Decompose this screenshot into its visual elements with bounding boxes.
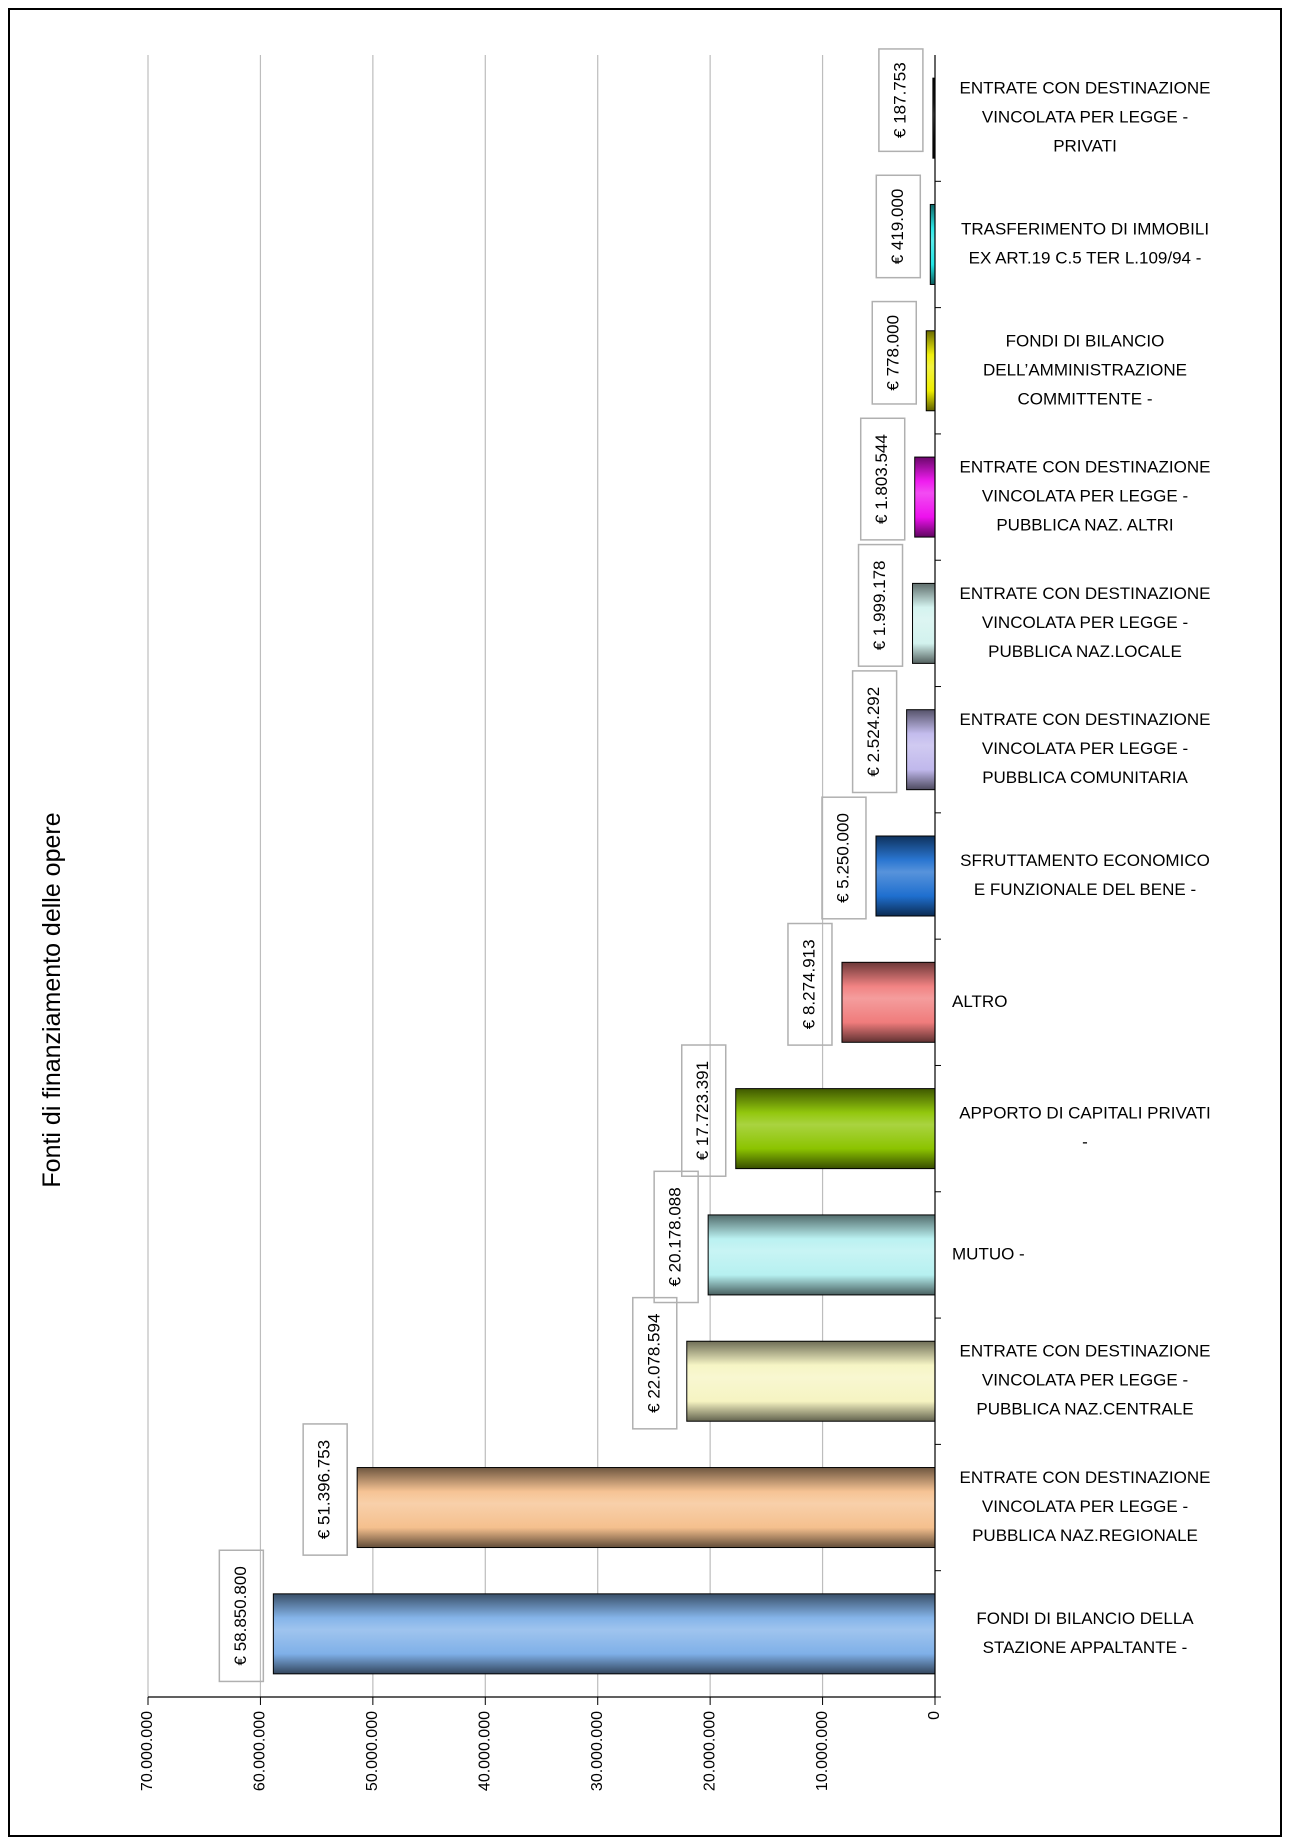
value-label-text: € 419.000 [888,189,907,265]
category-label: VINCOLATA PER LEGGE - [982,487,1188,506]
x-tick-label: 60.000.000 [252,1711,269,1791]
x-tick-label: 50.000.000 [364,1711,381,1791]
category-label: FONDI DI BILANCIO DELLA [976,1609,1194,1628]
bar [906,709,936,791]
bar [272,1593,936,1675]
value-label-text: € 51.396.753 [315,1440,334,1539]
x-tick-label: 30.000.000 [589,1711,606,1791]
value-label-text: € 1.803.544 [872,434,891,524]
bar [735,1088,936,1170]
value-label: € 58.850.800 [218,1549,265,1683]
value-label-box [787,922,833,1046]
value-label-text: € 8.274.913 [799,939,818,1029]
value-label: € 22.078.594 [632,1296,678,1430]
category-label: ENTRATE CON DESTINAZIONE [960,79,1211,98]
grid-lines [147,55,824,1697]
value-label-box [653,1170,699,1304]
value-label: € 5.250.000 [821,796,867,920]
category-label: EX ART.19 C.5 TER L.109/94 - [969,248,1202,267]
category-label: FONDI DI BILANCIO [1006,331,1165,350]
category-label: ENTRATE CON DESTINAZIONE [960,1342,1211,1361]
category-label: PUBBLICA NAZ. ALTRI [996,516,1173,535]
category-label: TRASFERIMENTO DI IMMOBILI [961,219,1209,238]
value-label-box [821,796,867,920]
category-label: PRIVATI [1053,137,1117,156]
bar [875,835,936,917]
category-label: - [1082,1133,1088,1152]
x-tick-label: 20.000.000 [701,1711,718,1791]
value-label-box [218,1549,265,1683]
category-label: PUBBLICA NAZ.LOCALE [988,642,1182,661]
value-label-box [878,48,924,153]
value-label: € 1.999.178 [857,543,904,667]
value-label: € 20.178.088 [653,1170,699,1304]
bar [912,582,936,664]
bars [272,77,936,1675]
chart-title: Fonti di finanziamento delle opere [38,812,66,1187]
labels: € 58.850.800 FONDI DI BILANCIO DELLA STAZI… [218,48,1211,1683]
category-label: MUTUO - [952,1244,1025,1263]
value-label-box [859,417,906,541]
value-label-box [851,670,898,794]
value-label-box [857,543,904,667]
category-label: PUBBLICA COMUNITARIA [982,768,1188,787]
bar [356,1467,936,1549]
bar [707,1214,936,1296]
value-label: € 8.274.913 [787,922,833,1046]
bar [929,203,936,285]
value-label-text: € 22.078.594 [644,1314,663,1413]
value-label-text: € 20.178.088 [666,1187,685,1286]
value-label: € 187.753 [878,48,924,153]
category-label: ALTRO [952,992,1007,1011]
x-tick-label: 70.000.000 [139,1711,156,1791]
value-label-text: € 58.850.800 [231,1566,250,1665]
category-label: SFRUTTAMENTO ECONOMICO [960,851,1210,870]
category-label: PUBBLICA NAZ.CENTRALE [976,1400,1193,1419]
value-label-box [680,1044,727,1177]
category-label: ENTRATE CON DESTINAZIONE [960,1468,1211,1487]
value-label-text: € 5.250.000 [833,813,852,903]
bar [925,330,936,412]
bar [841,961,936,1043]
axes: 0 10.000.000 20.000.000 30.000.000 40.000.00… [139,55,943,1791]
x-tick-label: 0 [926,1711,943,1720]
category-label: VINCOLATA PER LEGGE - [982,739,1188,758]
value-label: € 1.803.544 [859,417,906,541]
category-label: VINCOLATA PER LEGGE - [982,613,1188,632]
value-label-text: € 778.000 [884,315,903,391]
category-label: VINCOLATA PER LEGGE - [982,108,1188,127]
bar [686,1340,936,1422]
category-label: PUBBLICA NAZ.REGIONALE [972,1526,1198,1545]
value-label-box [871,300,918,405]
category-label: DELL’AMMINISTRAZIONE [983,360,1187,379]
category-label: VINCOLATA PER LEGGE - [982,1371,1188,1390]
value-label-box [875,174,922,279]
category-label: ENTRATE CON DESTINAZIONE [960,458,1211,477]
category-label: COMMITTENTE - [1017,389,1152,408]
category-label: APPORTO DI CAPITALI PRIVATI [959,1104,1211,1123]
value-label: € 2.524.292 [851,670,898,794]
value-label: € 17.723.391 [680,1044,727,1177]
value-label: € 419.000 [875,174,922,279]
value-label-text: € 187.753 [890,62,909,138]
value-label-text: € 17.723.391 [693,1061,712,1160]
value-label: € 778.000 [871,300,918,405]
value-label-text: € 1.999.178 [870,560,889,650]
x-tick-label: 40.000.000 [477,1711,494,1791]
value-label: € 51.396.753 [302,1423,348,1556]
category-label: STAZIONE APPALTANTE - [983,1638,1188,1657]
category-label: E FUNZIONALE DEL BENE - [974,880,1196,899]
x-tick-label: 10.000.000 [814,1711,831,1791]
value-label-box [302,1423,348,1556]
category-label: ENTRATE CON DESTINAZIONE [960,710,1211,729]
category-label: ENTRATE CON DESTINAZIONE [960,584,1211,603]
bar [914,456,936,538]
category-label: VINCOLATA PER LEGGE - [982,1497,1188,1516]
value-label-text: € 2.524.292 [864,687,883,777]
